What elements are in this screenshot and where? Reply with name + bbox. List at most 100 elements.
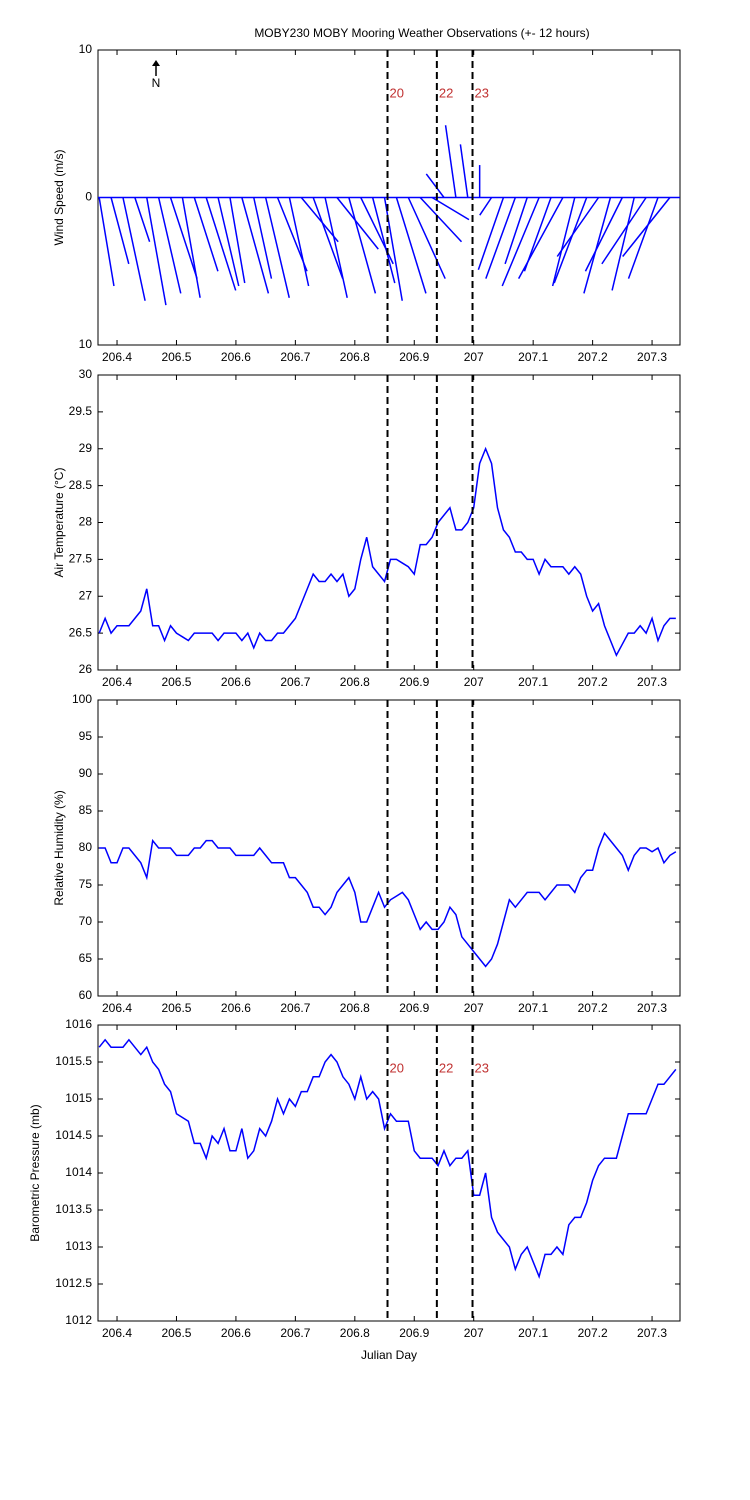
y-tick-label: 0 <box>85 190 92 204</box>
wind-stick <box>444 125 457 198</box>
wind-stick <box>501 197 540 287</box>
wind-stick <box>504 197 528 265</box>
y-tick-label: 27 <box>79 588 93 602</box>
wind-stick <box>336 197 379 250</box>
x-tick-label: 207.1 <box>518 675 548 689</box>
x-tick-label: 207 <box>464 1326 484 1340</box>
wind-stick <box>627 197 659 279</box>
wind-stick <box>419 196 463 243</box>
wind-stick <box>312 197 344 279</box>
wind-stick <box>395 197 427 294</box>
x-tick-label: 206.7 <box>280 1001 310 1015</box>
wind-stick <box>517 197 564 279</box>
y-tick-label: 28.5 <box>69 478 93 492</box>
y-tick-label: 60 <box>79 988 93 1002</box>
x-tick-label: 207.2 <box>578 675 608 689</box>
x-tick-label: 207.3 <box>637 1001 667 1015</box>
y-tick-label: 29.5 <box>69 404 93 418</box>
chart-title: MOBY230 MOBY Mooring Weather Observation… <box>254 26 589 40</box>
event-label: 20 <box>390 85 404 100</box>
wind-stick <box>556 197 600 257</box>
y-tick-label: 85 <box>79 803 93 817</box>
wind-stick <box>601 197 647 265</box>
x-tick-label: 207.1 <box>518 350 548 364</box>
y-tick-label: 26 <box>79 662 93 676</box>
x-tick-label: 206.4 <box>102 1001 132 1015</box>
wind-stick <box>241 197 270 294</box>
event-label: 22 <box>439 85 453 100</box>
wind-stick <box>300 197 339 243</box>
x-tick-label: 207 <box>464 1001 484 1015</box>
x-tick-label: 206.6 <box>221 675 251 689</box>
wind-stick <box>371 197 396 284</box>
wind-stick <box>479 197 493 216</box>
event-label: 20 <box>390 1060 404 1075</box>
x-tick-label: 206.8 <box>340 675 370 689</box>
y-tick-label: 1012.5 <box>55 1276 92 1290</box>
y-tick-label: 1013 <box>65 1239 92 1253</box>
y-tick-label: 26.5 <box>69 625 93 639</box>
wind-stick <box>477 197 505 271</box>
x-tick-label: 207.2 <box>578 350 608 364</box>
y-axis-label: Barometric Pressure (mb) <box>28 1104 42 1241</box>
wind-stick <box>253 197 273 279</box>
x-tick-label: 206.5 <box>161 350 191 364</box>
wind-stick <box>611 197 635 291</box>
wind-stick <box>217 197 240 287</box>
wind-stick <box>134 197 151 242</box>
data-line <box>98 446 676 658</box>
wind-stick <box>229 197 246 284</box>
wind-stick <box>622 197 671 257</box>
wind-stick <box>169 197 198 279</box>
y-axis-label: Wind Speed (m/s) <box>52 149 66 245</box>
wind-stick <box>264 197 290 298</box>
y-tick-label: 10 <box>79 337 93 351</box>
x-tick-label: 206.9 <box>399 1001 429 1015</box>
x-tick-label: 206.6 <box>221 350 251 364</box>
x-tick-label: 206.8 <box>340 1326 370 1340</box>
event-label: 22 <box>439 1060 453 1075</box>
north-arrow-head <box>152 60 160 66</box>
y-tick-label: 1016 <box>65 1017 92 1031</box>
x-tick-label: 207.1 <box>518 1001 548 1015</box>
y-tick-label: 100 <box>72 692 92 706</box>
x-tick-label: 206.5 <box>161 1001 191 1015</box>
wind-stick <box>583 197 612 294</box>
x-tick-label: 206.4 <box>102 350 132 364</box>
y-tick-label: 30 <box>79 367 93 381</box>
x-tick-label: 206.7 <box>280 1326 310 1340</box>
x-tick-label: 207.3 <box>637 675 667 689</box>
wind-stick <box>98 197 115 287</box>
y-tick-label: 28 <box>79 515 93 529</box>
x-tick-label: 207.3 <box>637 1326 667 1340</box>
x-tick-label: 206.9 <box>399 1326 429 1340</box>
wind-stick <box>324 197 348 298</box>
y-tick-label: 70 <box>79 914 93 928</box>
x-tick-label: 206.9 <box>399 350 429 364</box>
y-tick-label: 1012 <box>65 1313 92 1327</box>
wind-stick <box>407 197 446 279</box>
x-tick-label: 206.6 <box>221 1001 251 1015</box>
x-tick-label: 206.7 <box>280 675 310 689</box>
wind-stick <box>193 197 219 272</box>
x-tick-label: 207.2 <box>578 1001 608 1015</box>
x-tick-label: 207.3 <box>637 350 667 364</box>
wind-stick <box>425 173 445 198</box>
x-tick-label: 206.4 <box>102 1326 132 1340</box>
wind-stick <box>288 197 310 287</box>
x-tick-label: 206.8 <box>340 1001 370 1015</box>
x-tick-label: 207 <box>464 350 484 364</box>
x-tick-label: 206.7 <box>280 350 310 364</box>
x-tick-label: 206.6 <box>221 1326 251 1340</box>
wind-stick <box>205 197 237 291</box>
x-tick-label: 206.4 <box>102 675 132 689</box>
wind-stick <box>122 197 146 301</box>
y-tick-label: 80 <box>79 840 93 854</box>
y-tick-label: 1015.5 <box>55 1054 92 1068</box>
y-axis-label: Relative Humidity (%) <box>52 790 66 905</box>
event-label: 23 <box>475 1060 489 1075</box>
y-tick-label: 75 <box>79 877 93 891</box>
wind-stick <box>110 197 130 265</box>
x-tick-label: 206.5 <box>161 675 191 689</box>
